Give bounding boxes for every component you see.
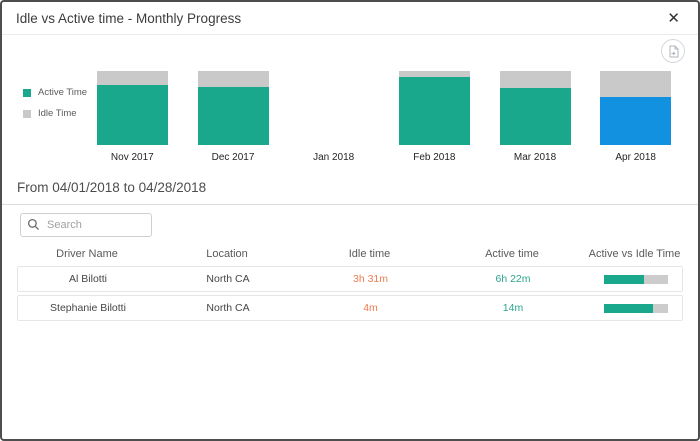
active-segment — [600, 96, 672, 145]
active-vs-idle-bar — [603, 274, 668, 284]
driver-name-cell: Al Bilotti — [69, 273, 107, 285]
active-segment — [398, 76, 470, 145]
active-segment — [197, 87, 269, 145]
column-header: Active vs Idle Time — [588, 248, 681, 260]
active-vs-idle-cell — [583, 303, 688, 313]
legend-item: Idle Time — [23, 108, 87, 119]
export-button[interactable] — [661, 39, 685, 63]
search-input[interactable] — [20, 213, 152, 237]
month-bar[interactable] — [197, 71, 269, 145]
idle-segment — [499, 71, 571, 89]
active-vs-idle-fill — [603, 274, 645, 284]
column-header: Active time — [485, 248, 539, 260]
active-vs-idle-cell — [583, 274, 688, 284]
month-bar[interactable] — [398, 71, 470, 145]
location-cell: North CA — [206, 273, 250, 285]
idle-segment — [96, 71, 168, 86]
drivers-table: Driver Name Location Idle time Active time A… — [2, 248, 698, 321]
column-header: Idle time — [348, 248, 391, 260]
table-header-row: Driver Name Location Idle time Active time A… — [17, 248, 683, 260]
active-vs-idle-fill — [603, 303, 653, 313]
search-box — [20, 213, 152, 237]
legend-label: Idle Time — [38, 108, 77, 119]
month-label: Jan 2018 — [313, 152, 355, 163]
export-icon — [667, 45, 680, 58]
active-segment — [499, 88, 571, 145]
idle-time-cell: 3h 31m — [352, 273, 389, 285]
active-time-cell: 6h 22m — [495, 273, 531, 285]
month-label: Feb 2018 — [413, 152, 456, 163]
month-label: Nov 2017 — [110, 152, 154, 163]
dialog-title: Idle vs Active time - Monthly Progress — [16, 10, 242, 26]
idle-segment — [197, 71, 269, 88]
active-vs-idle-bar — [603, 303, 668, 313]
chart-slot: Jan 2018 — [283, 71, 384, 163]
legend-label: Active Time — [38, 87, 88, 98]
period-heading: From 04/01/2018 to 04/28/2018 — [2, 180, 698, 205]
month-label: Dec 2017 — [211, 152, 255, 163]
column-header: Location — [206, 248, 248, 260]
chart-section: Active Time Idle Time Nov 2017 Dec 2017 Jan… — [2, 35, 698, 163]
table-row[interactable]: Stephanie Bilotti North CA 4m 14m — [17, 295, 683, 321]
table-body: Al Bilotti North CA 3h 31m 6h 22m Stephanie … — [2, 266, 698, 321]
legend-item: Active Time — [23, 87, 87, 98]
chart-bars: Nov 2017 Dec 2017 Jan 2018 Feb 2018 Mar 2018… — [82, 71, 686, 163]
idle-segment — [600, 71, 672, 97]
month-label: Mar 2018 — [513, 152, 557, 163]
dialog-titlebar: Idle vs Active time - Monthly Progress ✕ — [2, 2, 698, 35]
idle-time-cell: 4m — [363, 302, 378, 314]
chart-slot: Nov 2017 — [82, 71, 183, 163]
month-bar[interactable] — [600, 71, 672, 145]
chart-slot: Feb 2018 — [384, 71, 485, 163]
active-time-swatch — [23, 88, 31, 97]
chart-legend: Active Time Idle Time — [23, 87, 87, 129]
chart-slot: Apr 2018 — [585, 71, 686, 163]
idle-time-swatch — [23, 109, 31, 118]
close-icon[interactable]: ✕ — [663, 9, 684, 28]
month-bar[interactable] — [96, 71, 168, 145]
active-segment — [96, 85, 168, 145]
driver-name-cell: Stephanie Bilotti — [50, 302, 126, 314]
month-label: Apr 2018 — [615, 152, 656, 163]
empty-bar-slot — [298, 71, 369, 145]
chart-slot: Dec 2017 — [183, 71, 284, 163]
month-bar[interactable] — [499, 71, 571, 145]
active-time-cell: 14m — [502, 302, 524, 314]
location-cell: North CA — [206, 302, 250, 314]
column-header: Driver Name — [56, 248, 118, 260]
table-row[interactable]: Al Bilotti North CA 3h 31m 6h 22m — [17, 266, 683, 292]
idle-segment — [398, 71, 470, 77]
chart-slot: Mar 2018 — [485, 71, 586, 163]
